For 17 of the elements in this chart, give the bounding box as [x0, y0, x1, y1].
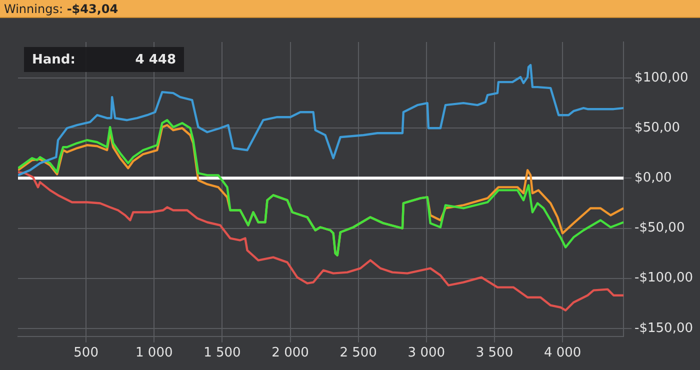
x-tick-label: 500: [74, 346, 98, 361]
y-tick-label: -$100,00: [634, 270, 694, 286]
y-tick-label: $50,00: [634, 120, 680, 136]
x-tick-label: 3 000: [408, 346, 446, 361]
y-tick-label: $100,00: [634, 70, 688, 86]
x-tick-label: 1 500: [204, 346, 241, 361]
y-tick-label: -$150,00: [634, 320, 694, 336]
x-tick-label: 1 000: [136, 346, 173, 361]
chart-title: Winnings: -$43,04: [0, 0, 700, 18]
y-tick-label: $0,00: [634, 170, 672, 186]
annotation: 4 448: [135, 52, 176, 68]
x-tick-label: 4 000: [544, 346, 582, 361]
x-tick-label: 2 500: [340, 346, 377, 361]
y-tick-label: -$50,00: [634, 220, 685, 236]
annotation: Hand:: [32, 52, 76, 68]
x-tick-label: 3 500: [476, 346, 514, 361]
x-tick-label: 2 000: [272, 346, 309, 361]
